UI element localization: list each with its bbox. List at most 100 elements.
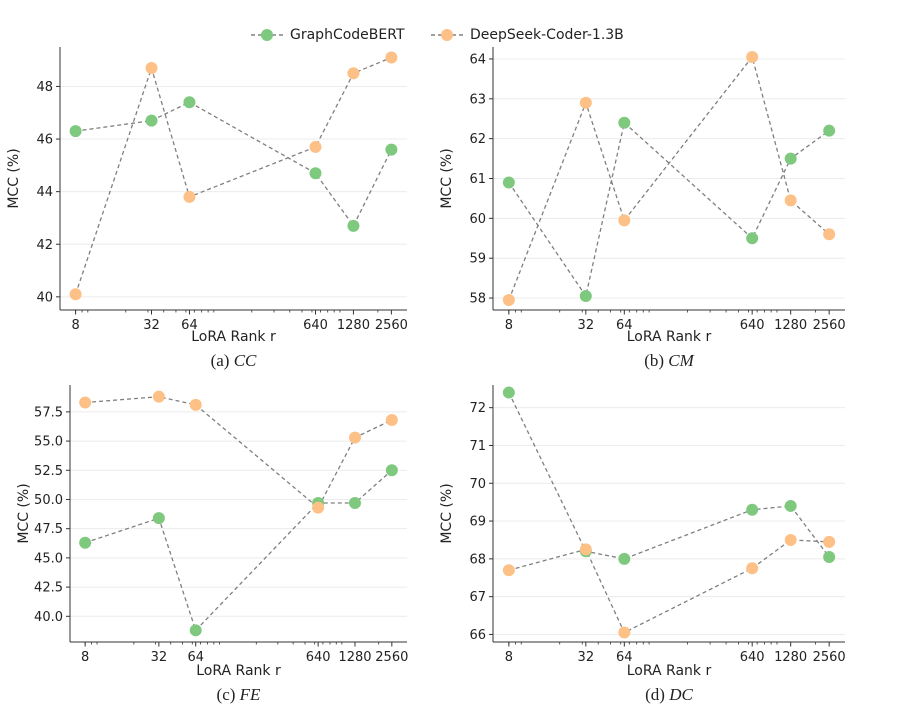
x-tick-label-2-0: 8 [505, 318, 513, 333]
legend-label-graphcodebert: GraphCodeBERT [290, 27, 405, 43]
series-line-2-1 [508, 55, 830, 301]
series-line-2-0 [508, 121, 830, 298]
y-tick-label-1-4: 48 [36, 80, 53, 95]
series-line-1-1 [74, 56, 392, 295]
point-2-1-1 [579, 96, 592, 109]
legend-item-deepseek: DeepSeek-Coder-1.3B [430, 22, 624, 48]
x-axis-label-4: LoRA Rank r [627, 663, 712, 679]
x-tick-label-2-1: 32 [578, 318, 595, 333]
x-tick-label-4-0: 8 [505, 650, 513, 665]
point-1-1-1 [145, 62, 158, 75]
x-tick-label-4-3: 640 [740, 650, 765, 665]
point-2-0-4 [784, 152, 797, 165]
y-tick-label-2-5: 63 [469, 92, 486, 107]
point-3-0-5 [385, 464, 398, 477]
y-tick-label-3-6: 55.0 [34, 435, 63, 450]
y-tick-label-1-1: 42 [36, 238, 53, 253]
y-tick-label-2-1: 59 [469, 252, 486, 267]
point-1-1-4 [347, 67, 360, 80]
y-axis-label-1: MCC (%) [6, 148, 22, 208]
series-line-1-0 [75, 101, 392, 228]
point-4-1-1 [579, 543, 592, 556]
point-2-1-0 [502, 294, 515, 307]
point-2-0-2 [618, 116, 631, 129]
y-tick-label-3-4: 50.0 [34, 493, 63, 508]
x-axis-label-2: LoRA Rank r [627, 329, 712, 345]
x-tick-label-2-3: 640 [740, 318, 765, 333]
caption-4: (d) DC [645, 685, 693, 704]
series-line-3-1 [85, 396, 393, 509]
point-4-0-2 [618, 552, 631, 565]
point-4-1-5 [823, 535, 836, 548]
point-2-1-5 [823, 228, 836, 241]
point-4-1-0 [502, 564, 515, 577]
caption-prefix-2: (b) [644, 351, 668, 370]
point-3-1-3 [312, 501, 325, 514]
point-1-1-5 [385, 51, 398, 64]
y-tick-label-3-7: 57.5 [34, 405, 63, 420]
y-tick-label-3-2: 45.0 [34, 551, 63, 566]
y-tick-label-1-2: 44 [36, 185, 53, 200]
point-1-0-1 [145, 114, 158, 127]
x-tick-label-4-4: 1280 [774, 650, 807, 665]
point-1-0-2 [183, 96, 196, 109]
legend-marker-graphcodebert [251, 29, 283, 41]
caption-prefix-4: (d) [645, 685, 669, 704]
point-1-1-2 [183, 190, 196, 203]
caption-name-2: CM [668, 351, 694, 370]
y-tick-label-2-3: 61 [469, 172, 486, 187]
point-3-1-2 [189, 398, 202, 411]
y-tick-label-3-3: 47.5 [34, 522, 63, 537]
caption-name-4: DC [668, 685, 693, 704]
y-tick-label-4-5: 71 [469, 439, 486, 454]
y-tick-label-2-2: 60 [469, 212, 486, 227]
y-tick-label-1-3: 46 [36, 133, 53, 148]
point-1-0-3 [309, 167, 322, 180]
legend-item-graphcodebert: GraphCodeBERT [250, 22, 405, 48]
series-line-3-0 [84, 469, 393, 632]
x-tick-label-1-5: 2560 [375, 318, 408, 333]
point-2-1-2 [618, 214, 631, 227]
point-4-0-0 [502, 386, 515, 399]
x-tick-label-1-2: 64 [181, 318, 198, 333]
x-tick-label-4-1: 32 [578, 650, 595, 665]
y-axis-label-3: MCC (%) [16, 483, 32, 543]
legend: GraphCodeBERT DeepSeek-Coder-1.3B [240, 22, 660, 48]
y-tick-label-4-2: 68 [469, 552, 486, 567]
y-tick-label-4-3: 69 [469, 515, 486, 530]
point-4-1-2 [618, 626, 631, 639]
caption-2: (b) CM [644, 351, 694, 370]
y-tick-label-4-4: 70 [469, 477, 486, 492]
x-tick-label-3-4: 1280 [338, 650, 371, 665]
caption-prefix-3: (c) [217, 685, 240, 704]
point-3-1-0 [79, 396, 92, 409]
point-4-0-3 [746, 503, 759, 516]
point-2-0-3 [746, 232, 759, 245]
x-tick-label-3-1: 32 [151, 650, 168, 665]
y-tick-label-3-5: 52.5 [34, 464, 63, 479]
point-1-1-0 [69, 288, 82, 301]
x-tick-label-1-1: 32 [143, 318, 160, 333]
x-tick-label-2-2: 64 [616, 318, 633, 333]
legend-marker-deepseek [431, 29, 463, 41]
y-tick-label-4-0: 66 [469, 628, 486, 643]
caption-name-1: CC [234, 351, 257, 370]
point-1-0-5 [385, 143, 398, 156]
point-3-0-1 [152, 512, 165, 525]
series-line-4-1 [508, 539, 830, 634]
point-3-0-4 [348, 496, 361, 509]
x-tick-label-3-3: 640 [306, 650, 331, 665]
x-tick-label-3-2: 64 [187, 650, 204, 665]
point-3-1-5 [385, 414, 398, 427]
point-1-1-3 [309, 140, 322, 153]
point-2-1-4 [784, 194, 797, 207]
x-axis-label-1: LoRA Rank r [191, 329, 276, 345]
y-tick-label-4-6: 72 [469, 401, 486, 416]
caption-3: (c) FE [217, 685, 262, 704]
y-axis-label-2: MCC (%) [439, 148, 455, 208]
x-tick-label-1-0: 8 [71, 318, 79, 333]
legend-label-deepseek: DeepSeek-Coder-1.3B [470, 27, 624, 43]
point-2-1-3 [746, 50, 759, 63]
x-axis-label-3: LoRA Rank r [196, 663, 281, 679]
